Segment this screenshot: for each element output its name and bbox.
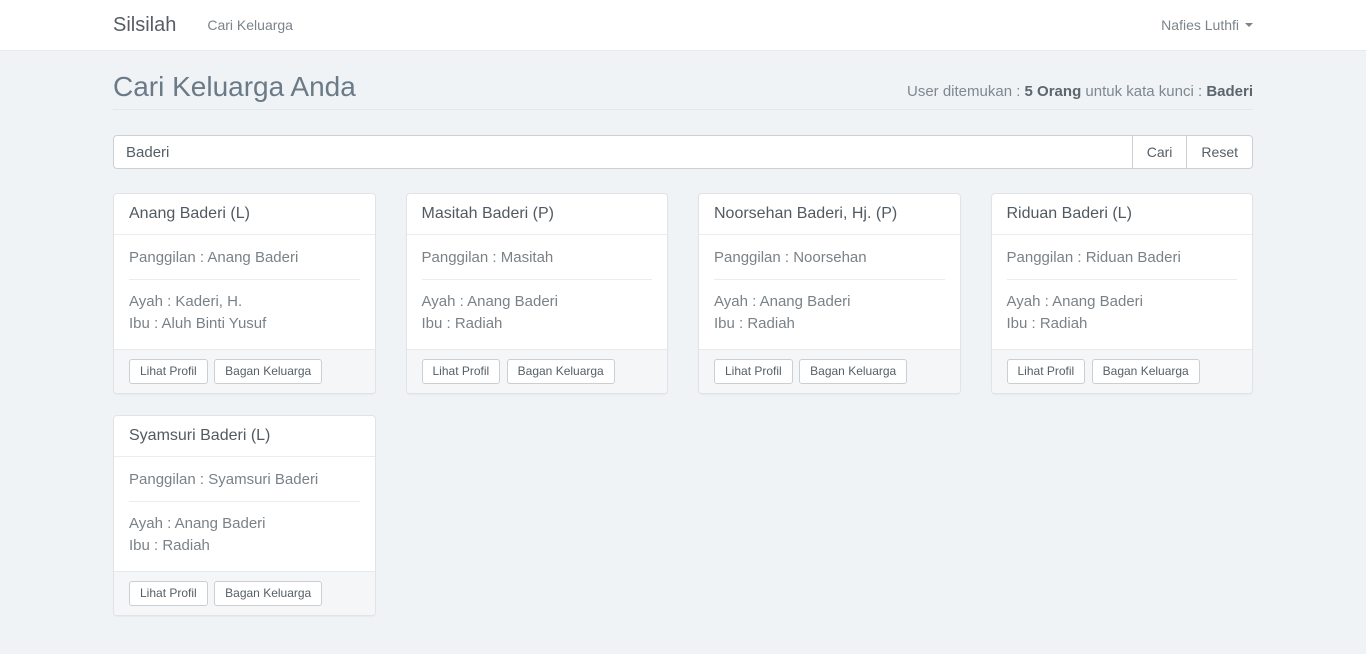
person-mother: Ibu : Radiah (1006, 315, 1088, 332)
summary-keyword: Baderi (1206, 83, 1253, 100)
search-result-summary: User ditemukan : 5 Orang untuk kata kunc… (907, 83, 1253, 100)
page-title: Cari Keluarga Anda (113, 71, 356, 102)
person-father: Ayah : Anang Baderi (421, 293, 559, 310)
person-father: Ayah : Kaderi, H. (129, 293, 243, 310)
divider (129, 501, 360, 502)
person-card: Riduan Baderi (L) Panggilan : Riduan Bad… (990, 193, 1253, 394)
person-card-body: Panggilan : Masitah Ayah : Anang Baderi … (407, 235, 668, 349)
cari-button[interactable]: Cari (1131, 135, 1188, 169)
lihat-profil-button[interactable]: Lihat Profil (1006, 359, 1086, 384)
person-card-body: Panggilan : Noorsehan Ayah : Anang Bader… (699, 235, 960, 349)
person-card-footer: Lihat Profil Bagan Keluarga (114, 349, 375, 393)
lihat-profil-button[interactable]: Lihat Profil (421, 359, 501, 384)
person-card-body: Panggilan : Syamsuri Baderi Ayah : Anang… (114, 457, 375, 571)
person-nickname: Panggilan : Masitah (421, 249, 554, 266)
card-column: Syamsuri Baderi (L) Panggilan : Syamsuri… (98, 415, 391, 616)
main-content: Cari Keluarga Anda User ditemukan : 5 Or… (98, 68, 1268, 637)
search-form: Cari Reset (113, 135, 1253, 169)
person-mother: Ibu : Radiah (421, 315, 503, 332)
reset-button[interactable]: Reset (1186, 135, 1253, 169)
bagan-keluarga-button[interactable]: Bagan Keluarga (214, 359, 323, 384)
lihat-profil-button[interactable]: Lihat Profil (129, 359, 208, 384)
person-card-title: Masitah Baderi (P) (406, 194, 667, 235)
user-menu-label: Nafies Luthfi (1161, 17, 1239, 33)
person-card: Syamsuri Baderi (L) Panggilan : Syamsuri… (113, 415, 376, 616)
person-nickname: Panggilan : Anang Baderi (129, 249, 299, 266)
person-mother: Ibu : Radiah (129, 537, 210, 554)
nav-link-cari-keluarga[interactable]: Cari Keluarga (207, 17, 293, 33)
divider (714, 279, 945, 280)
person-card-footer: Lihat Profil Bagan Keluarga (406, 349, 667, 393)
bagan-keluarga-button[interactable]: Bagan Keluarga (506, 359, 615, 384)
summary-middle: untuk kata kunci : (1081, 83, 1207, 100)
page-header: Cari Keluarga Anda User ditemukan : 5 Or… (113, 68, 1253, 110)
caret-down-icon (1245, 23, 1253, 27)
person-card: Masitah Baderi (P) Panggilan : Masitah A… (405, 193, 668, 394)
divider (1006, 279, 1237, 280)
person-card-title: Riduan Baderi (L) (991, 194, 1252, 235)
person-card-title: Noorsehan Baderi, Hj. (P) (699, 194, 960, 235)
bagan-keluarga-button[interactable]: Bagan Keluarga (214, 581, 323, 606)
person-father: Ayah : Anang Baderi (714, 293, 851, 310)
divider (129, 279, 360, 280)
person-card: Anang Baderi (L) Panggilan : Anang Bader… (113, 193, 376, 394)
person-card-title: Anang Baderi (L) (114, 194, 375, 235)
card-column: Masitah Baderi (P) Panggilan : Masitah A… (391, 193, 684, 394)
navbar: Silsilah Cari Keluarga Nafies Luthfi (0, 0, 1366, 51)
results-grid: Anang Baderi (L) Panggilan : Anang Bader… (98, 193, 1268, 637)
person-nickname: Panggilan : Riduan Baderi (1006, 249, 1181, 266)
divider (421, 279, 652, 280)
card-column: Noorsehan Baderi, Hj. (P) Panggilan : No… (683, 193, 976, 394)
person-card-footer: Lihat Profil Bagan Keluarga (699, 349, 960, 393)
person-mother: Ibu : Radiah (714, 315, 795, 332)
card-column: Anang Baderi (L) Panggilan : Anang Bader… (98, 193, 391, 394)
card-column: Riduan Baderi (L) Panggilan : Riduan Bad… (976, 193, 1269, 394)
lihat-profil-button[interactable]: Lihat Profil (714, 359, 793, 384)
person-father: Ayah : Anang Baderi (1006, 293, 1144, 310)
bagan-keluarga-button[interactable]: Bagan Keluarga (799, 359, 908, 384)
search-input[interactable] (113, 135, 1133, 169)
person-nickname: Panggilan : Syamsuri Baderi (129, 471, 319, 488)
person-card-footer: Lihat Profil Bagan Keluarga (991, 349, 1252, 393)
person-card: Noorsehan Baderi, Hj. (P) Panggilan : No… (698, 193, 961, 394)
summary-prefix: User ditemukan : (907, 83, 1025, 100)
person-card-body: Panggilan : Anang Baderi Ayah : Kaderi, … (114, 235, 375, 349)
brand-link[interactable]: Silsilah (113, 13, 177, 36)
bagan-keluarga-button[interactable]: Bagan Keluarga (1091, 359, 1200, 384)
summary-count: 5 Orang (1024, 83, 1082, 100)
user-menu-dropdown[interactable]: Nafies Luthfi (1161, 17, 1253, 33)
person-mother: Ibu : Aluh Binti Yusuf (129, 315, 267, 332)
person-nickname: Panggilan : Noorsehan (714, 249, 867, 266)
person-card-title: Syamsuri Baderi (L) (114, 416, 375, 457)
person-card-footer: Lihat Profil Bagan Keluarga (114, 571, 375, 615)
person-card-body: Panggilan : Riduan Baderi Ayah : Anang B… (992, 235, 1253, 349)
lihat-profil-button[interactable]: Lihat Profil (129, 581, 208, 606)
person-father: Ayah : Anang Baderi (129, 515, 266, 532)
